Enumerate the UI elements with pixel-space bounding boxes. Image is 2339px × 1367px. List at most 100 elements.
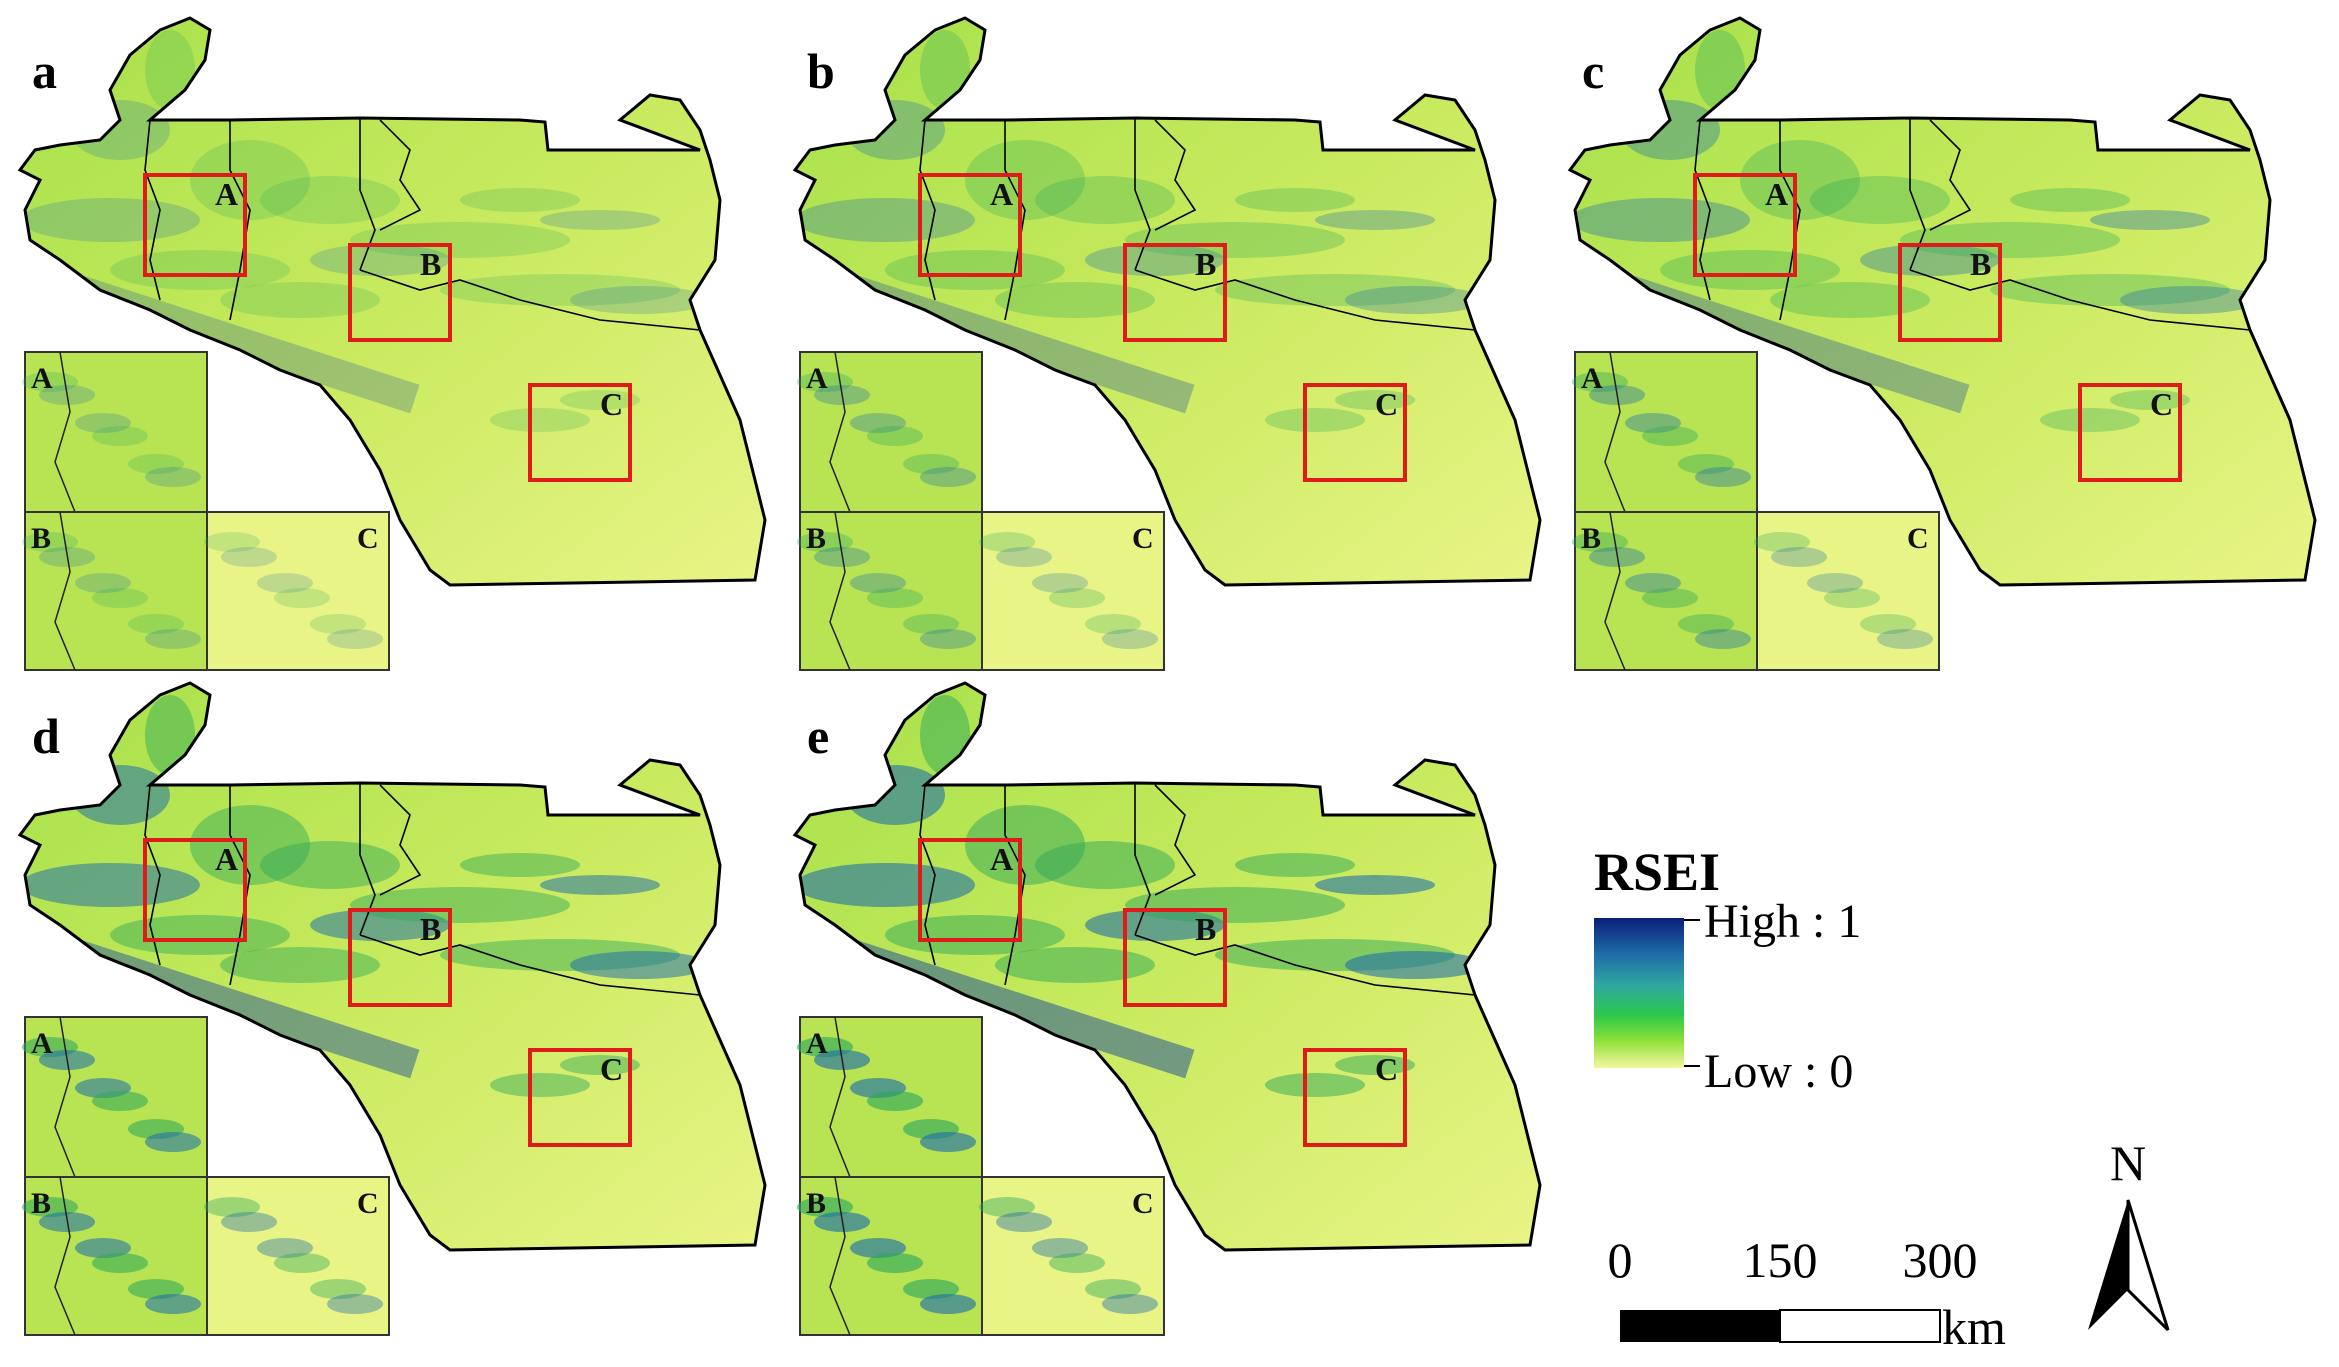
inset-vegetation <box>128 454 184 474</box>
inset-frame <box>24 351 208 513</box>
vegetation-patch <box>1265 1073 1365 1097</box>
inset-vegetation <box>1877 629 1933 649</box>
legend-high-label: High : 1 <box>1704 895 1861 948</box>
inset-label: A <box>31 1027 53 1060</box>
vegetation-patch <box>1570 198 1750 242</box>
zoom-box-B <box>1898 243 2002 342</box>
inset-border-line <box>829 511 851 671</box>
inset-vegetation <box>1102 1294 1158 1314</box>
inset-vegetation <box>1049 588 1105 608</box>
legend-title: RSEI <box>1594 842 1720 902</box>
zoom-box-label: A <box>215 841 238 877</box>
inset-label: B <box>1581 522 1601 555</box>
inset-label: C <box>1132 1187 1154 1220</box>
zoom-box-label: A <box>990 176 1013 212</box>
inset-vegetation <box>1642 426 1698 446</box>
inset-vegetation <box>867 1253 923 1273</box>
inset-vegetation <box>920 1132 976 1152</box>
vegetation-patch <box>1125 222 1345 258</box>
vegetation-patch <box>20 863 200 907</box>
inset-vegetation <box>979 1197 1035 1217</box>
inset-vegetation <box>92 426 148 446</box>
inset-label: A <box>806 1027 828 1060</box>
vegetation-patch <box>795 863 975 907</box>
zoom-box-A <box>1693 173 1797 277</box>
vegetation-patch <box>2120 286 2260 314</box>
vegetation-patch <box>845 100 945 160</box>
vegetation-patch <box>20 198 200 242</box>
scale-tick-300: 300 <box>1903 1232 1978 1288</box>
vegetation-patch <box>1860 244 2000 276</box>
inset-vegetation <box>92 1253 148 1273</box>
panel-label: d <box>32 708 60 764</box>
vegetation-patch <box>1335 390 1415 410</box>
inset-vegetation <box>310 1279 366 1299</box>
inset-B: B <box>797 1176 983 1336</box>
inset-vegetation <box>1102 629 1158 649</box>
inset-vegetation <box>1032 573 1088 593</box>
inset-border-line <box>54 351 76 513</box>
inset-A: A <box>22 351 208 513</box>
inset-vegetation <box>996 547 1052 567</box>
inset-vegetation <box>75 413 131 433</box>
north-arrow-left-half <box>2088 1200 2128 1330</box>
vegetation-patch <box>1660 250 1840 290</box>
inset-vegetation <box>903 614 959 634</box>
vegetation-patch <box>1215 274 1455 306</box>
panels-layer: a A B C A B Cb A B C A B Cc A B C A B Cd A B C A B Ce A B C A B C <box>18 16 2317 1336</box>
inset-vegetation <box>92 588 148 608</box>
vegetation-patch <box>145 30 195 110</box>
inset-vegetation <box>274 1253 330 1273</box>
vegetation-patch <box>1900 222 2120 258</box>
inset-A: A <box>797 351 983 513</box>
vegetation-patch <box>920 30 970 110</box>
inset-vegetation <box>92 1091 148 1111</box>
inset-C: C <box>979 511 1165 671</box>
zoom-box-label: B <box>1195 911 1216 947</box>
map-panel-e: e A B C A B C <box>793 681 1542 1336</box>
inset-label: B <box>31 522 51 555</box>
panel-label: e <box>807 708 829 764</box>
vegetation-patch <box>1315 875 1435 895</box>
inset-vegetation <box>1085 1279 1141 1299</box>
inset-vegetation <box>327 629 383 649</box>
inset-vegetation <box>920 1294 976 1314</box>
inset-border-line <box>829 351 851 513</box>
vegetation-patch <box>1740 140 1860 220</box>
vegetation-patch <box>490 1073 590 1097</box>
vegetation-patch <box>1770 282 1930 318</box>
inset-frame <box>799 351 983 513</box>
inset-label: A <box>806 362 828 395</box>
vegetation-patch <box>560 390 640 410</box>
inset-vegetation <box>257 573 313 593</box>
inset-vegetation <box>1625 413 1681 433</box>
inset-label: A <box>1581 362 1603 395</box>
zoom-box-label: A <box>1765 176 1788 212</box>
inset-B: B <box>22 1176 208 1336</box>
inset-vegetation <box>1678 614 1734 634</box>
vegetation-patch <box>310 909 450 941</box>
vegetation-patch <box>1035 176 1175 224</box>
vegetation-patch <box>260 841 400 889</box>
vegetation-patch <box>310 244 450 276</box>
vegetation-patch <box>995 282 1155 318</box>
inset-border-line <box>54 1016 76 1178</box>
inset-border-line <box>829 1016 851 1178</box>
zoom-box-label: B <box>420 246 441 282</box>
inset-label: C <box>1132 522 1154 555</box>
zoom-box-C <box>2078 383 2182 482</box>
vegetation-patch <box>190 805 310 885</box>
inset-C: C <box>204 511 390 671</box>
inset-label: A <box>31 362 53 395</box>
zoom-box-B <box>348 908 452 1007</box>
vegetation-patch <box>1235 853 1355 877</box>
inset-vegetation <box>996 1212 1052 1232</box>
inset-vegetation <box>221 1212 277 1232</box>
vegetation-patch <box>795 198 975 242</box>
inset-vegetation <box>867 1091 923 1111</box>
inset-vegetation <box>310 614 366 634</box>
legend: RSEI High : 1 Low : 0 <box>1594 842 1861 1098</box>
zoom-box-C <box>528 383 632 482</box>
vegetation-patch <box>570 951 710 979</box>
panel-label: a <box>32 43 57 99</box>
